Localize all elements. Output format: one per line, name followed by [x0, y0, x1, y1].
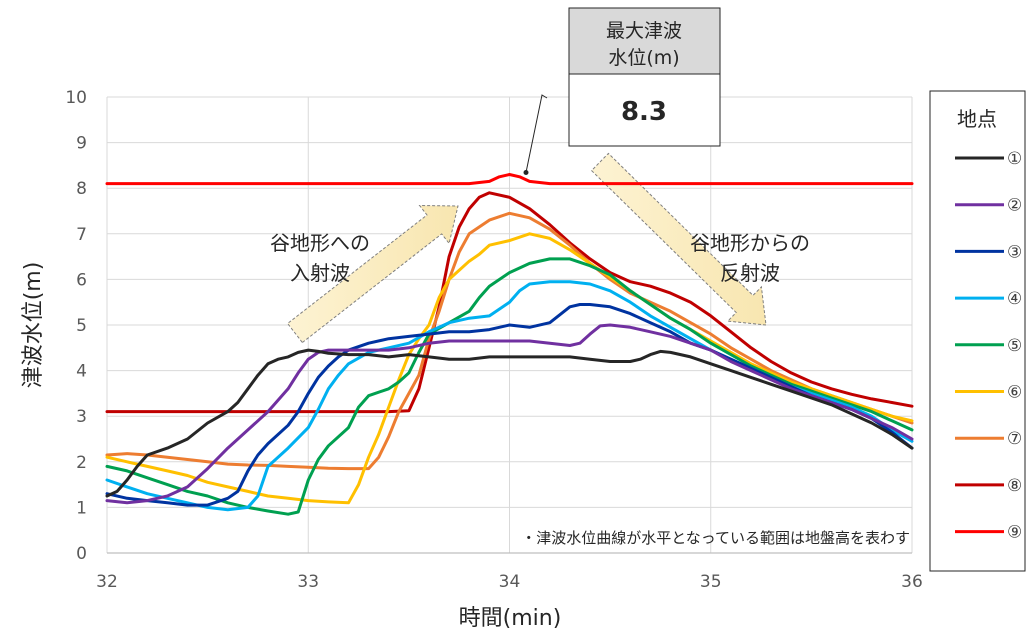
callout-leader-dot — [523, 170, 529, 176]
series-line-① — [105, 348, 914, 498]
legend-label-②: ② — [1007, 196, 1022, 216]
series-line-⑨ — [105, 173, 914, 186]
series-lines — [105, 173, 914, 516]
legend-label-⑥: ⑥ — [1007, 383, 1022, 403]
legend-box — [929, 90, 1026, 572]
series-line-⑧ — [105, 191, 914, 414]
legend-label-③: ③ — [1007, 242, 1022, 262]
x-tick-label: 36 — [901, 572, 923, 592]
callout-value: 8.3 — [621, 97, 667, 127]
y-tick-label: 3 — [76, 407, 87, 427]
series-line-⑤ — [105, 257, 914, 516]
annotation-arrows — [286, 152, 767, 344]
y-axis-title: 津波水位(m) — [21, 262, 46, 389]
y-tick-label: 2 — [76, 453, 87, 473]
x-tick-label: 32 — [96, 572, 118, 592]
x-tick-label: 34 — [499, 572, 521, 592]
legend-label-⑦: ⑦ — [1007, 429, 1022, 449]
series-line-⑦ — [105, 211, 914, 471]
y-tick-label: 10 — [65, 88, 87, 108]
y-tick-label: 7 — [76, 225, 87, 245]
legend-label-⑨: ⑨ — [1007, 523, 1022, 543]
annotation-incident-wave-line1: 谷地形への — [270, 231, 370, 255]
legend-label-⑤: ⑤ — [1007, 336, 1022, 356]
reflected-wave-arrow — [590, 152, 767, 326]
y-tick-label: 8 — [76, 179, 87, 199]
annotation-reflected-wave-line2: 反射波 — [720, 261, 780, 285]
annotation-reflected-wave-line1: 谷地形からの — [690, 231, 810, 255]
incident-wave-arrow — [286, 204, 459, 344]
y-tick-label: 0 — [76, 544, 87, 564]
callout-leader-line — [525, 94, 548, 173]
callout-value-box — [568, 73, 721, 147]
y-tick-label: 6 — [76, 270, 87, 290]
y-tick-label: 1 — [76, 498, 87, 518]
legend-label-①: ① — [1007, 149, 1022, 169]
y-tick-label: 9 — [76, 134, 87, 154]
y-tick-label: 5 — [76, 316, 87, 336]
y-tick-label: 4 — [76, 362, 87, 382]
callout-header-line2: 水位(m) — [608, 47, 679, 69]
legend: 地点 ① ② ③ ④ ⑤ ⑥ ⑦ ⑧ ⑨ — [929, 90, 1026, 572]
series-line-③ — [105, 303, 914, 507]
legend-label-⑧: ⑧ — [1007, 476, 1022, 496]
x-tick-labels: 32 33 34 35 36 — [96, 572, 923, 592]
x-tick-label: 33 — [297, 572, 319, 592]
series-line-② — [105, 323, 914, 505]
x-tick-label: 35 — [700, 572, 722, 592]
series-line-⑥ — [105, 232, 914, 505]
legend-label-④: ④ — [1007, 289, 1022, 309]
ground-elevation-note: ・津波水位曲線が水平となっている範囲は地盤高を表わす — [521, 529, 910, 547]
legend-title: 地点 — [957, 107, 997, 131]
annotation-incident-wave-line2: 入射波 — [290, 261, 350, 285]
y-tick-labels: 0 1 2 3 4 5 6 7 8 9 10 — [65, 88, 87, 564]
x-axis-title: 時間(min) — [459, 606, 562, 631]
callout-header-box — [568, 7, 721, 75]
callout-header-line1: 最大津波 — [606, 20, 682, 42]
